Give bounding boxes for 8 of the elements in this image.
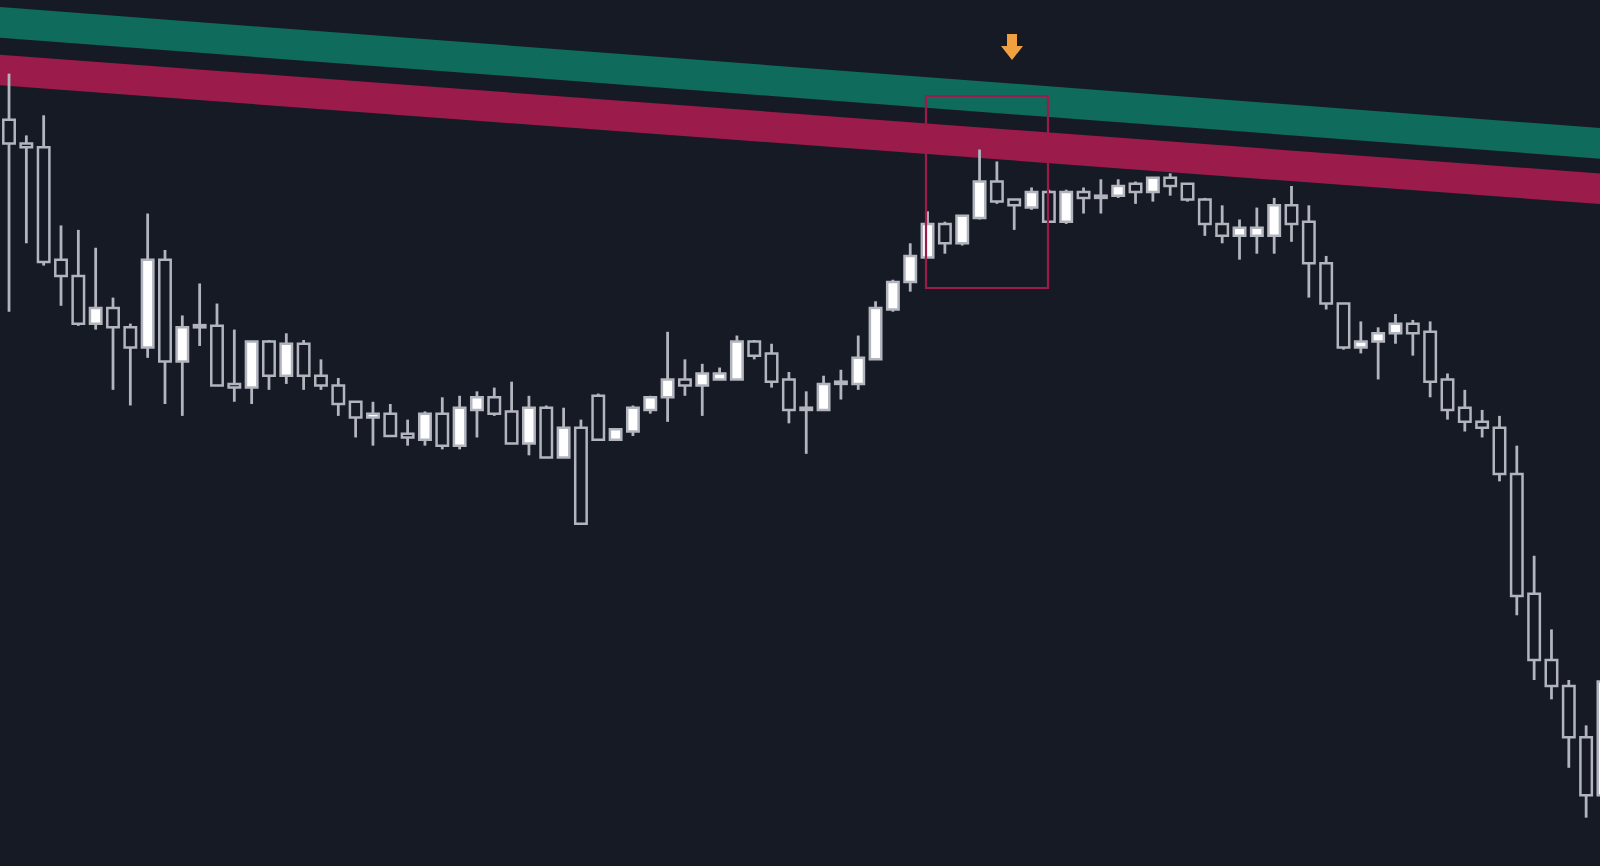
candlestick (1128, 180, 1143, 206)
candlestick (1232, 218, 1247, 262)
candlestick (1492, 414, 1507, 483)
candlestick (1388, 312, 1403, 346)
candlestick (1544, 628, 1559, 701)
candlestick (1336, 302, 1351, 352)
candlestick (1284, 184, 1299, 244)
candlestick (1440, 372, 1455, 421)
